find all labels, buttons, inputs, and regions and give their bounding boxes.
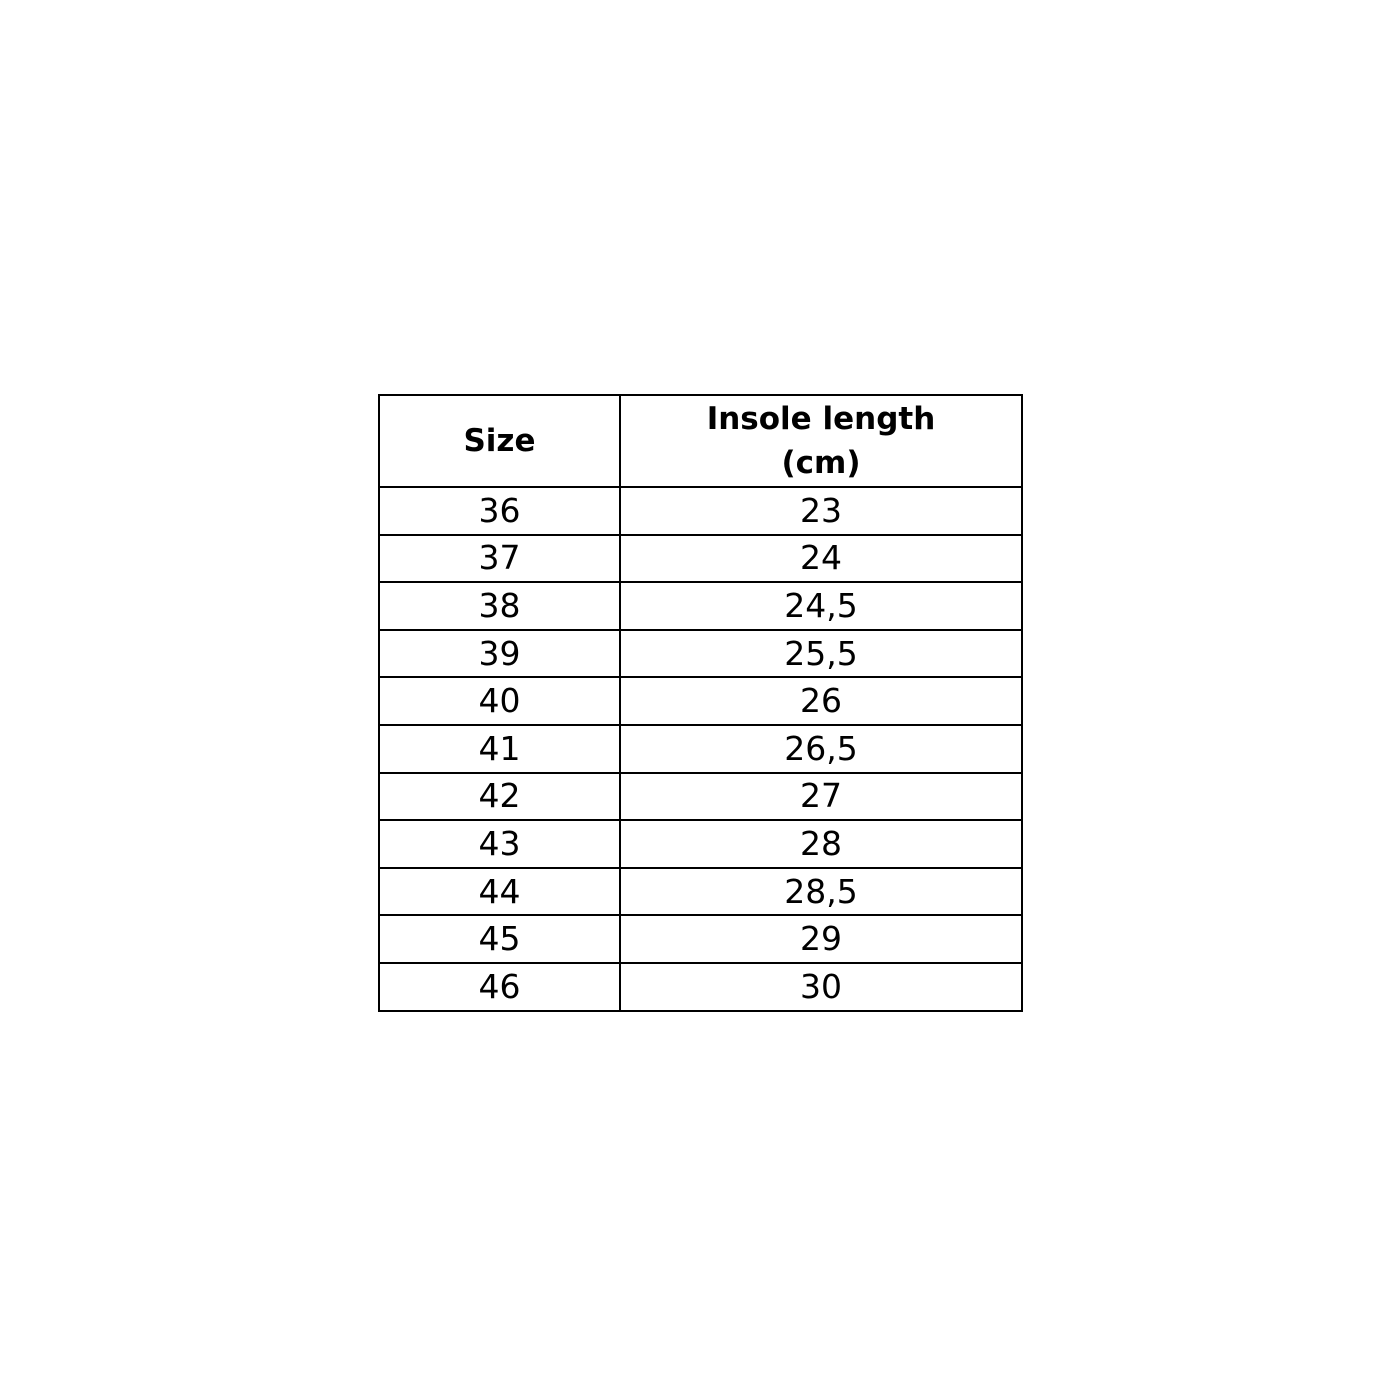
table-row: 39 25,5 [378,628,1023,679]
size-cell: 43 [378,819,621,869]
table-body: 36 23 37 24 38 24,5 39 25,5 40 26 41 26,5 42 27 43 28 44… [378,486,1023,1012]
header-insole-length: Insole length (cm) [619,394,1023,488]
insole-length-cell: 26 [619,676,1023,726]
table-row: 38 24,5 [378,581,1023,631]
table-row: 46 30 [378,961,1023,1012]
insole-length-cell: 28 [619,819,1023,869]
table-row: 37 24 [378,533,1023,584]
table-row: 40 26 [378,676,1023,726]
size-cell: 36 [378,486,621,536]
insole-length-cell: 27 [619,771,1023,822]
size-cell: 46 [378,961,621,1012]
size-cell: 37 [378,533,621,584]
size-cell: 42 [378,771,621,822]
size-cell: 38 [378,581,621,631]
size-cell: 45 [378,914,621,964]
insole-length-cell: 23 [619,486,1023,536]
insole-length-cell: 26,5 [619,723,1023,774]
header-row: Size Insole length (cm) [378,394,1023,488]
table-row: 36 23 [378,486,1023,536]
insole-length-cell: 29 [619,914,1023,964]
insole-length-cell: 25,5 [619,628,1023,679]
size-cell: 41 [378,723,621,774]
size-cell: 40 [378,676,621,726]
insole-length-cell: 24 [619,533,1023,584]
insole-length-cell: 28,5 [619,866,1023,917]
size-cell: 39 [378,628,621,679]
table-row: 43 28 [378,819,1023,869]
size-cell: 44 [378,866,621,917]
table-row: 44 28,5 [378,866,1023,917]
table-row: 45 29 [378,914,1023,964]
header-size: Size [378,394,621,488]
table-row: 41 26,5 [378,723,1023,774]
insole-length-cell: 30 [619,961,1023,1012]
size-chart-table: Size Insole length (cm) 36 23 37 24 38 24,5 39 2… [378,394,1023,1012]
table-row: 42 27 [378,771,1023,822]
insole-length-cell: 24,5 [619,581,1023,631]
